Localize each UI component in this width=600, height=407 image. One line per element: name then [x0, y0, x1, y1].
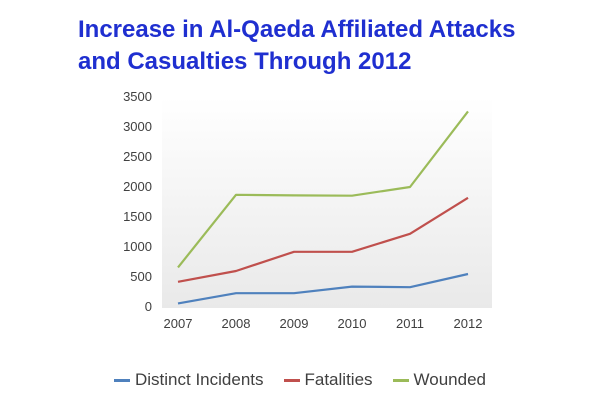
y-tick-label: 500	[130, 269, 152, 284]
x-tick-label: 2007	[164, 316, 193, 331]
x-tick-label: 2011	[396, 316, 424, 331]
y-tick-label: 2000	[123, 179, 152, 194]
series-line-distinct-incidents	[177, 272, 469, 305]
x-tick-label: 2008	[222, 316, 251, 331]
series-line-fatalities	[177, 196, 469, 283]
y-tick-label: 3500	[123, 89, 152, 104]
legend: Distinct Incidents Fatalities Wounded	[0, 370, 600, 390]
x-tick-label: 2010	[338, 316, 367, 331]
y-tick-label: 0	[145, 299, 152, 314]
x-tick-label: 2012	[454, 316, 483, 331]
chart-title-line-2: and Casualties Through 2012	[78, 48, 412, 75]
y-tick-label: 1500	[123, 209, 152, 224]
chart-title: Increase in Al-Qaeda Affiliated Attacks …	[78, 14, 515, 78]
legend-swatch	[114, 378, 130, 382]
x-tick-label: 2009	[280, 316, 309, 331]
legend-label: Distinct Incidents	[135, 370, 264, 389]
legend-item: Fatalities	[283, 370, 373, 390]
legend-label: Wounded	[413, 370, 486, 389]
y-tick-label: 3000	[123, 119, 152, 134]
legend-item: Wounded	[392, 370, 486, 390]
plot-area	[162, 97, 492, 308]
y-tick-label: 1000	[123, 239, 152, 254]
y-tick-label: 2500	[123, 149, 152, 164]
legend-swatch	[283, 378, 300, 382]
legend-item: Distinct Incidents	[114, 370, 264, 390]
chart-title-line-1: Increase in Al-Qaeda Affiliated Attacks	[78, 16, 516, 43]
legend-label: Fatalities	[304, 370, 373, 389]
legend-swatch	[392, 378, 409, 382]
series-line-wounded	[177, 110, 469, 269]
